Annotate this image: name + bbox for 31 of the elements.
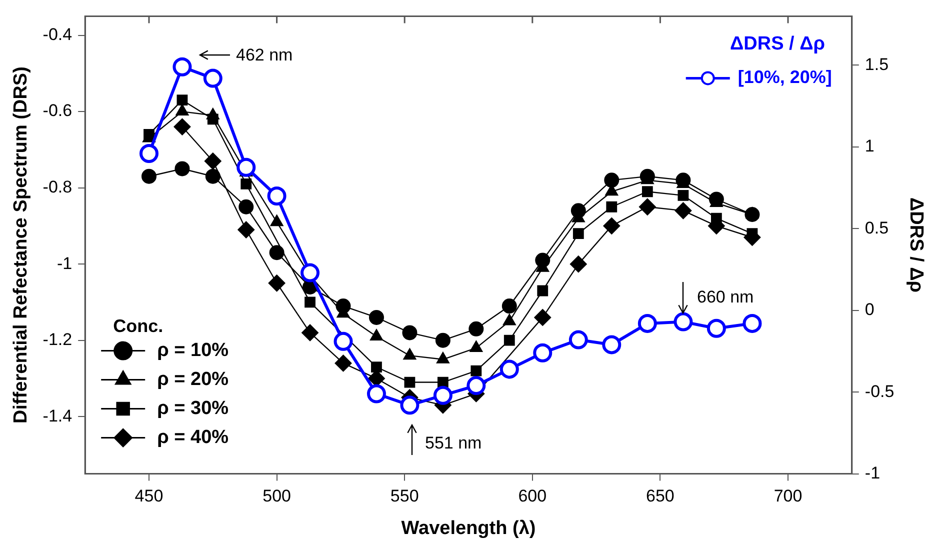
annotation: 551 nm	[425, 434, 482, 452]
legend-label: ρ = 10%	[157, 340, 229, 362]
x-tick-label: 600	[518, 486, 547, 506]
x-tick-label: 450	[134, 486, 164, 506]
y-tick-label: -0.4	[42, 24, 72, 44]
y2-tick-label: -1	[864, 463, 880, 482]
y2-axis-title: ΔDRS / Δρ	[905, 197, 926, 293]
y-tick-label: -0.6	[42, 101, 72, 120]
annotation: ΔDRS / Δρ	[730, 34, 826, 54]
y-tick-label: -1.2	[42, 330, 72, 350]
legend-label: ρ = 40%	[157, 427, 229, 448]
y-tick-label: -0.8	[42, 177, 72, 196]
x-tick-label: 550	[390, 486, 419, 506]
annotation: 660 nm	[697, 288, 754, 306]
x-tick-label: 500	[262, 486, 291, 506]
x-tick-label: 700	[774, 486, 802, 506]
y2-tick-label: 1.5	[864, 54, 889, 74]
y2-tick-label: 0.5	[864, 218, 889, 238]
y2-tick-label: -0.5	[864, 382, 894, 401]
legend-title: Conc.	[113, 316, 164, 336]
legend-label: ρ = 20%	[157, 369, 229, 390]
y2-tick-label: 1	[864, 136, 874, 156]
y-tick-label: -1.4	[42, 406, 72, 426]
annotation: 462 nm	[236, 46, 293, 64]
y-tick-label: -1	[56, 254, 72, 273]
legend-label: [10%, 20%]	[738, 67, 832, 88]
y2-tick-label: 0	[864, 300, 874, 320]
y-axis-title: Differential Refectance Spectrum (DRS)	[10, 66, 32, 424]
x-axis-title: Wavelength (λ)	[401, 518, 536, 539]
x-tick-label: 650	[646, 486, 674, 506]
legend-label: ρ = 30%	[157, 398, 229, 420]
